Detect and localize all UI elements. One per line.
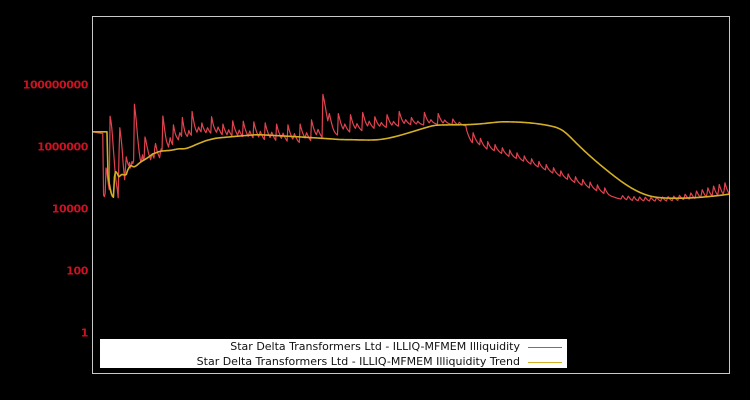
legend-label-illiquidity: Star Delta Transformers Ltd - ILLIQ-MFME… bbox=[230, 340, 520, 353]
legend-label-illiquidity-trend: Star Delta Transformers Ltd - ILLIQ-MFME… bbox=[196, 355, 520, 368]
y-tick-label-0: 1 bbox=[80, 326, 89, 340]
y-tick-label-4: 100000000 bbox=[22, 78, 89, 92]
y-tick-label-1: 100 bbox=[66, 264, 88, 278]
series-line-illiquidity bbox=[93, 93, 729, 202]
plot-area-frame bbox=[92, 16, 730, 374]
y-tick-label-2: 10000 bbox=[51, 202, 89, 216]
chart-legend: Star Delta Transformers Ltd - ILLIQ-MFME… bbox=[99, 338, 568, 369]
y-tick-label-3: 1000000 bbox=[37, 140, 88, 154]
legend-swatch-illiquidity bbox=[528, 346, 562, 348]
legend-entry-illiquidity-trend: Star Delta Transformers Ltd - ILLIQ-MFME… bbox=[100, 355, 567, 369]
chart-plot bbox=[93, 93, 729, 202]
series-group bbox=[93, 93, 729, 202]
legend-swatch-illiquidity-trend bbox=[528, 361, 562, 363]
legend-entry-illiquidity: Star Delta Transformers Ltd - ILLIQ-MFME… bbox=[100, 340, 567, 354]
series-line-illiquidity-trend bbox=[93, 121, 729, 199]
y-axis-tick-labels: 1 100 10000 1000000 100000000 bbox=[0, 0, 89, 400]
